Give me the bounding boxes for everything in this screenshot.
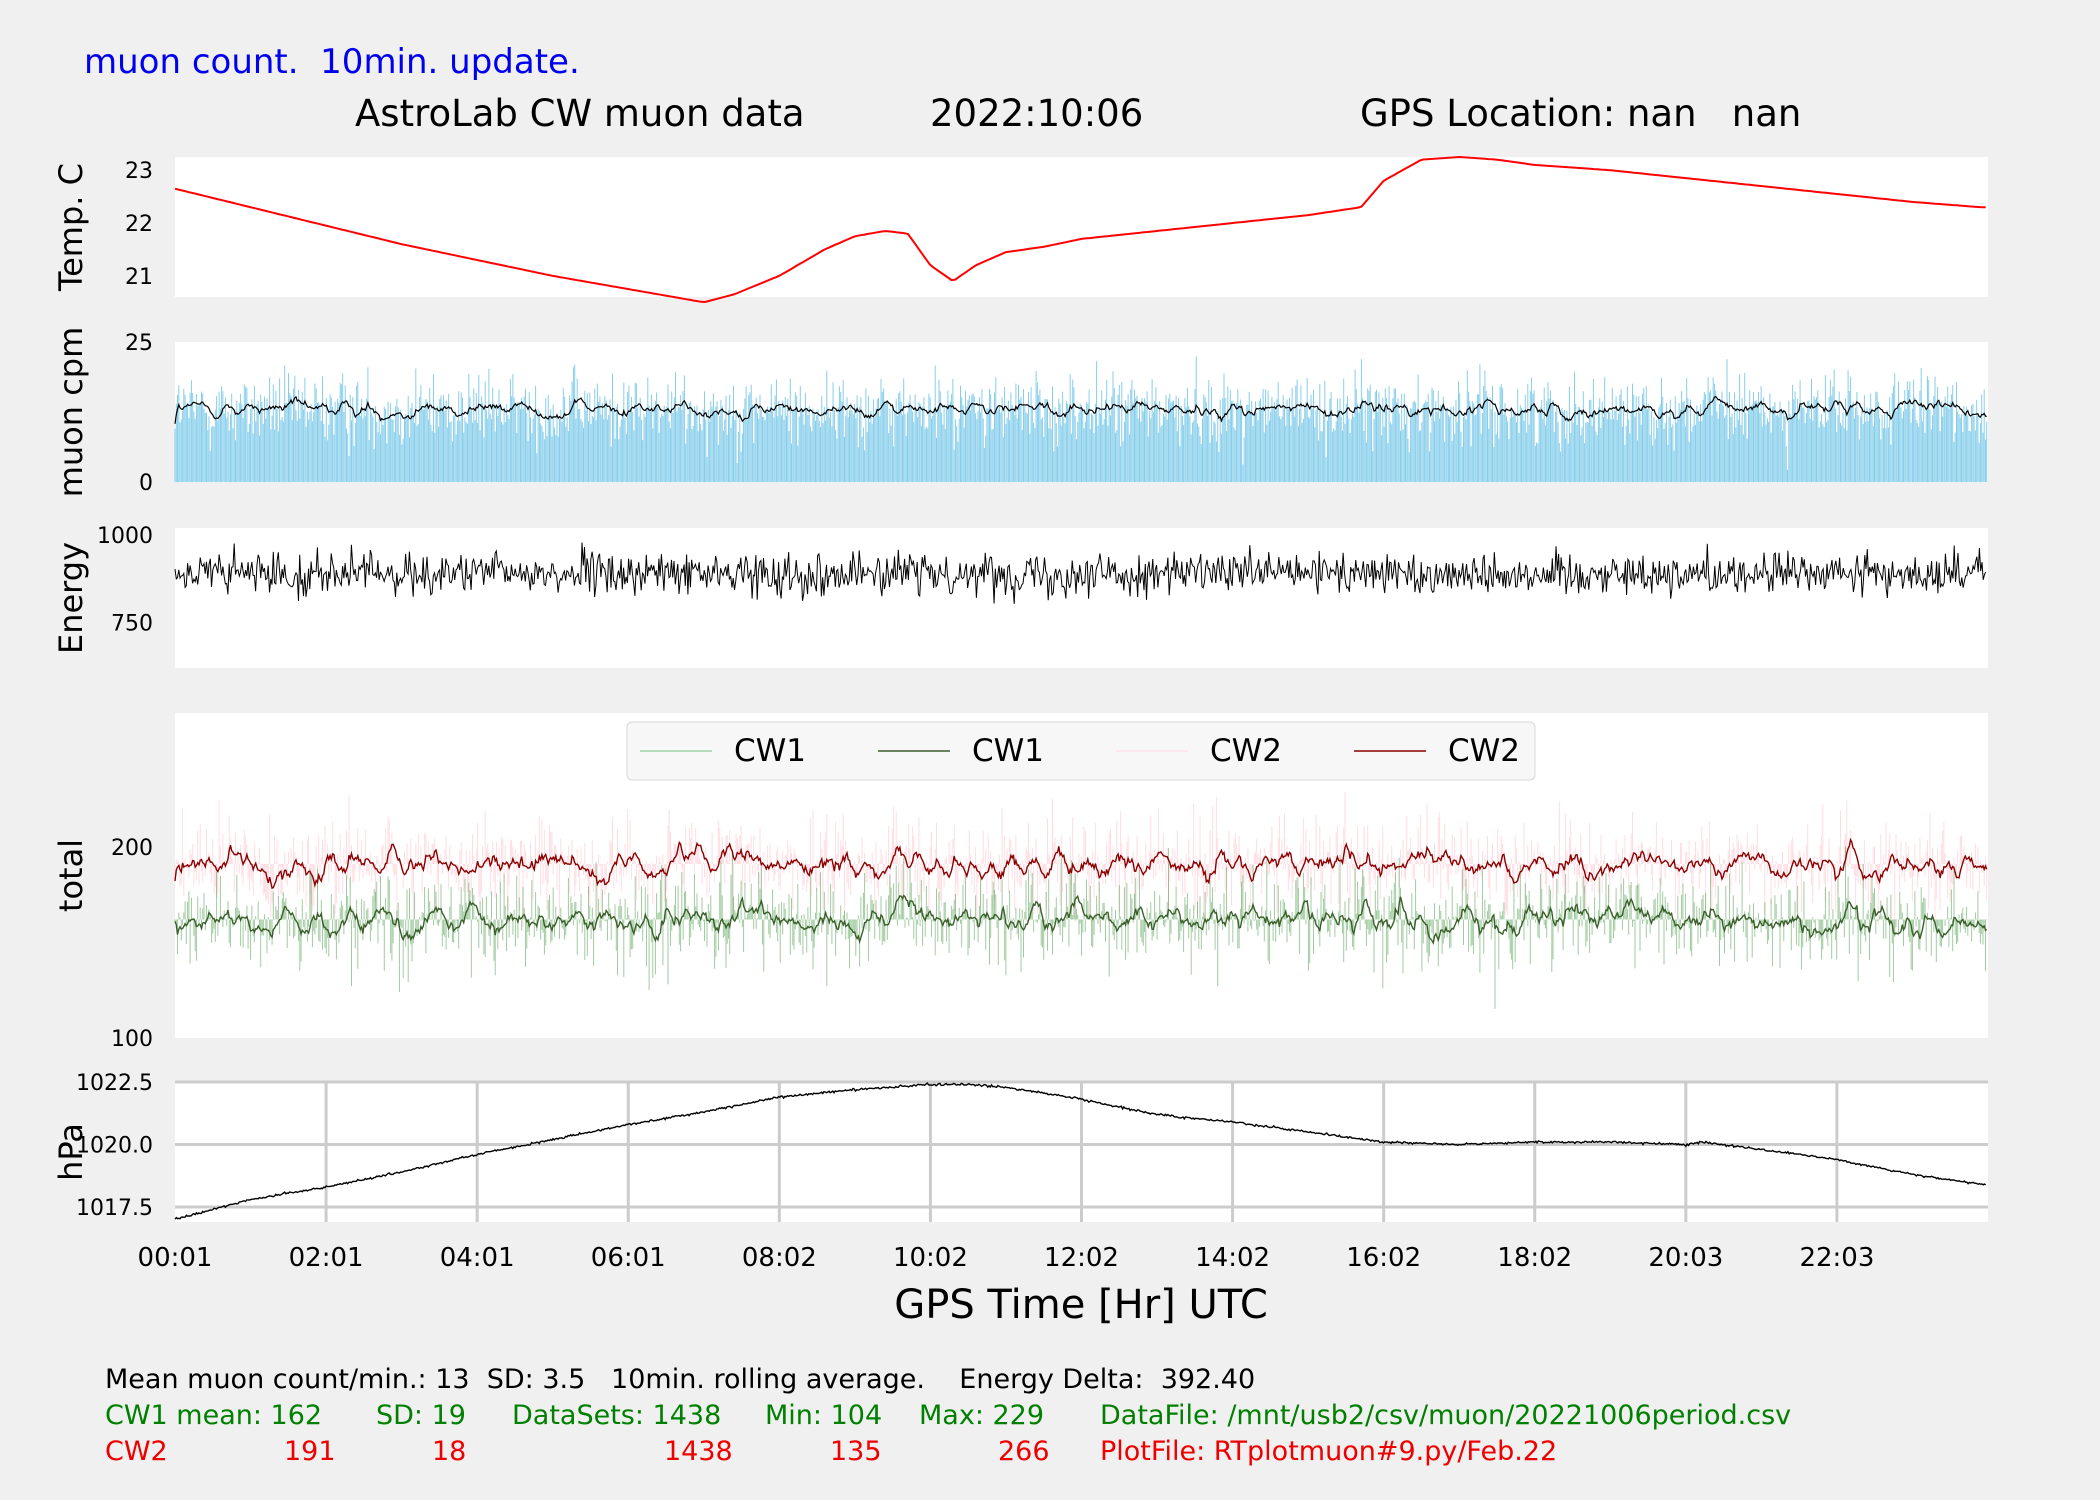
pressure-line xyxy=(174,1082,1987,1220)
temperature-line xyxy=(174,155,1986,304)
x-tick-label: 00:01 xyxy=(138,1243,213,1273)
pressure-tick-label: 1022.5 xyxy=(76,1071,153,1096)
cw2-max: 266 xyxy=(998,1436,1050,1467)
x-tick-label: 16:02 xyxy=(1346,1243,1421,1273)
energy-line xyxy=(174,542,1987,604)
muon-rolling-average xyxy=(174,395,1987,424)
legend-label: CW2 xyxy=(1448,733,1520,769)
muon-axis-label: muon cpm xyxy=(52,327,90,498)
x-axis-label: GPS Time [Hr] UTC xyxy=(894,1282,1268,1328)
cw2-sd: 18 xyxy=(432,1436,467,1467)
total-axis-label: total xyxy=(52,839,90,912)
cw2-label: CW2 xyxy=(105,1436,168,1467)
cw2-raw-series xyxy=(174,792,1988,937)
pressure-axis-label: hPa xyxy=(52,1123,90,1181)
muon-bars xyxy=(174,356,1988,482)
pressure-grid xyxy=(175,1080,1988,1222)
energy-tick-label: 750 xyxy=(111,612,153,637)
muon-tick-label: 0 xyxy=(139,471,153,496)
cw2-min: 135 xyxy=(830,1436,882,1467)
cw1-max: Max: 229 xyxy=(919,1400,1045,1431)
legend-label: CW1 xyxy=(972,733,1044,769)
x-tick-label: 12:02 xyxy=(1044,1243,1119,1273)
cw1-sd: SD: 19 xyxy=(376,1400,466,1431)
cw2-average-line xyxy=(174,837,1988,890)
cw1-min: Min: 104 xyxy=(765,1400,883,1431)
pressure-tick-label: 1017.5 xyxy=(76,1196,153,1221)
cw2-datasets: 1438 xyxy=(664,1436,733,1467)
x-tick-label: 18:02 xyxy=(1497,1243,1572,1273)
gps-location: GPS Location: nan nan xyxy=(1360,92,1802,135)
x-tick-label: 20:03 xyxy=(1648,1243,1723,1273)
cw1-average-line xyxy=(174,894,1988,946)
plot-area-temperature xyxy=(175,157,1988,297)
total-tick-label: 200 xyxy=(111,836,153,861)
x-tick-label: 04:01 xyxy=(440,1243,515,1273)
total-tick-label: 100 xyxy=(111,1027,153,1052)
cw2-mean: 191 xyxy=(284,1436,336,1467)
temp-axis-label: Temp. C xyxy=(52,163,90,292)
total-legend: CW1 CW1 CW2 CW2 xyxy=(626,721,1536,781)
x-tick-label: 22:03 xyxy=(1799,1243,1874,1273)
temp-tick-label: 23 xyxy=(125,159,153,184)
pressure-tick-label: 1020.0 xyxy=(76,1134,153,1159)
plot-area-energy xyxy=(175,528,1988,668)
x-tick-label: 02:01 xyxy=(289,1243,364,1273)
x-tick-label: 08:02 xyxy=(742,1243,817,1273)
x-tick-label: 14:02 xyxy=(1195,1243,1270,1273)
legend-label: CW2 xyxy=(1210,733,1282,769)
temp-tick-label: 22 xyxy=(125,212,153,237)
chart-title: AstroLab CW muon data xyxy=(355,92,805,135)
energy-axis-label: Energy xyxy=(52,542,90,654)
chart-date: 2022:10:06 xyxy=(930,92,1144,135)
stats-summary: Mean muon count/min.: 13 SD: 3.5 10min. … xyxy=(105,1364,1256,1395)
cw1-datasets: DataSets: 1438 xyxy=(512,1400,722,1431)
legend-label: CW1 xyxy=(734,733,806,769)
chart-subtitle: muon count. 10min. update. xyxy=(84,42,580,82)
temp-tick-label: 21 xyxy=(125,265,153,290)
cw1-mean: CW1 mean: 162 xyxy=(105,1400,323,1431)
x-tick-label: 10:02 xyxy=(893,1243,968,1273)
muon-tick-label: 25 xyxy=(125,331,153,356)
legend-box xyxy=(626,721,1536,781)
energy-tick-label: 1000 xyxy=(97,524,153,549)
plot-file: PlotFile: RTplotmuon#9.py/Feb.22 xyxy=(1100,1436,1558,1467)
x-tick-label: 06:01 xyxy=(591,1243,666,1273)
data-file: DataFile: /mnt/usb2/csv/muon/20221006per… xyxy=(1100,1400,1792,1431)
cw1-raw-series xyxy=(174,846,1988,1009)
